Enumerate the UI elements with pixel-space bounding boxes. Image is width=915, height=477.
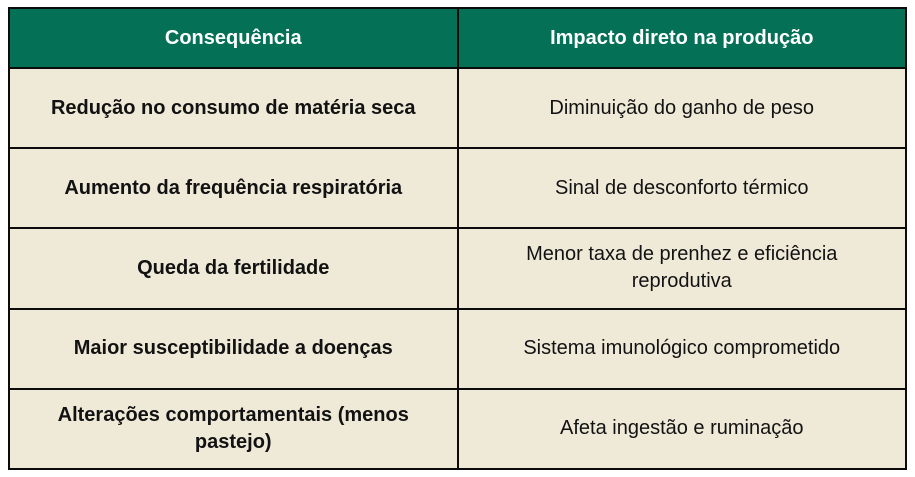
cell-consequencia: Maior susceptibilidade a doenças	[8, 307, 459, 390]
header-row: Consequência Impacto direto na produção	[8, 7, 907, 69]
table-row: Redução no consumo de matéria seca Dimin…	[8, 66, 907, 150]
cell-impacto: Diminuição do ganho de peso	[456, 66, 907, 150]
table-body: Redução no consumo de matéria seca Dimin…	[8, 66, 907, 471]
cell-consequencia: Redução no consumo de matéria seca	[8, 66, 459, 150]
cell-impacto: Menor taxa de prenhez e eficiência repro…	[456, 227, 907, 310]
cell-impacto: Sistema imunológico comprometido	[456, 307, 907, 390]
cell-impacto: Sinal de desconforto térmico	[456, 147, 907, 230]
cell-consequencia: Aumento da frequência respiratória	[8, 147, 459, 230]
cell-impacto: Afeta ingestão e ruminação	[456, 387, 907, 471]
table-header: Consequência Impacto direto na produção	[8, 7, 907, 69]
consequences-table: Consequência Impacto direto na produção …	[8, 7, 907, 471]
table-row: Alterações comportamentais (menos pastej…	[8, 387, 907, 471]
cell-consequencia: Queda da fertilidade	[8, 227, 459, 310]
table-row: Aumento da frequência respiratória Sinal…	[8, 147, 907, 230]
header-cell-impacto: Impacto direto na produção	[456, 7, 907, 69]
table-row: Queda da fertilidade Menor taxa de prenh…	[8, 227, 907, 310]
cell-consequencia: Alterações comportamentais (menos pastej…	[8, 387, 459, 471]
table-row: Maior susceptibilidade a doenças Sistema…	[8, 307, 907, 390]
header-cell-consequencia: Consequência	[8, 7, 459, 69]
